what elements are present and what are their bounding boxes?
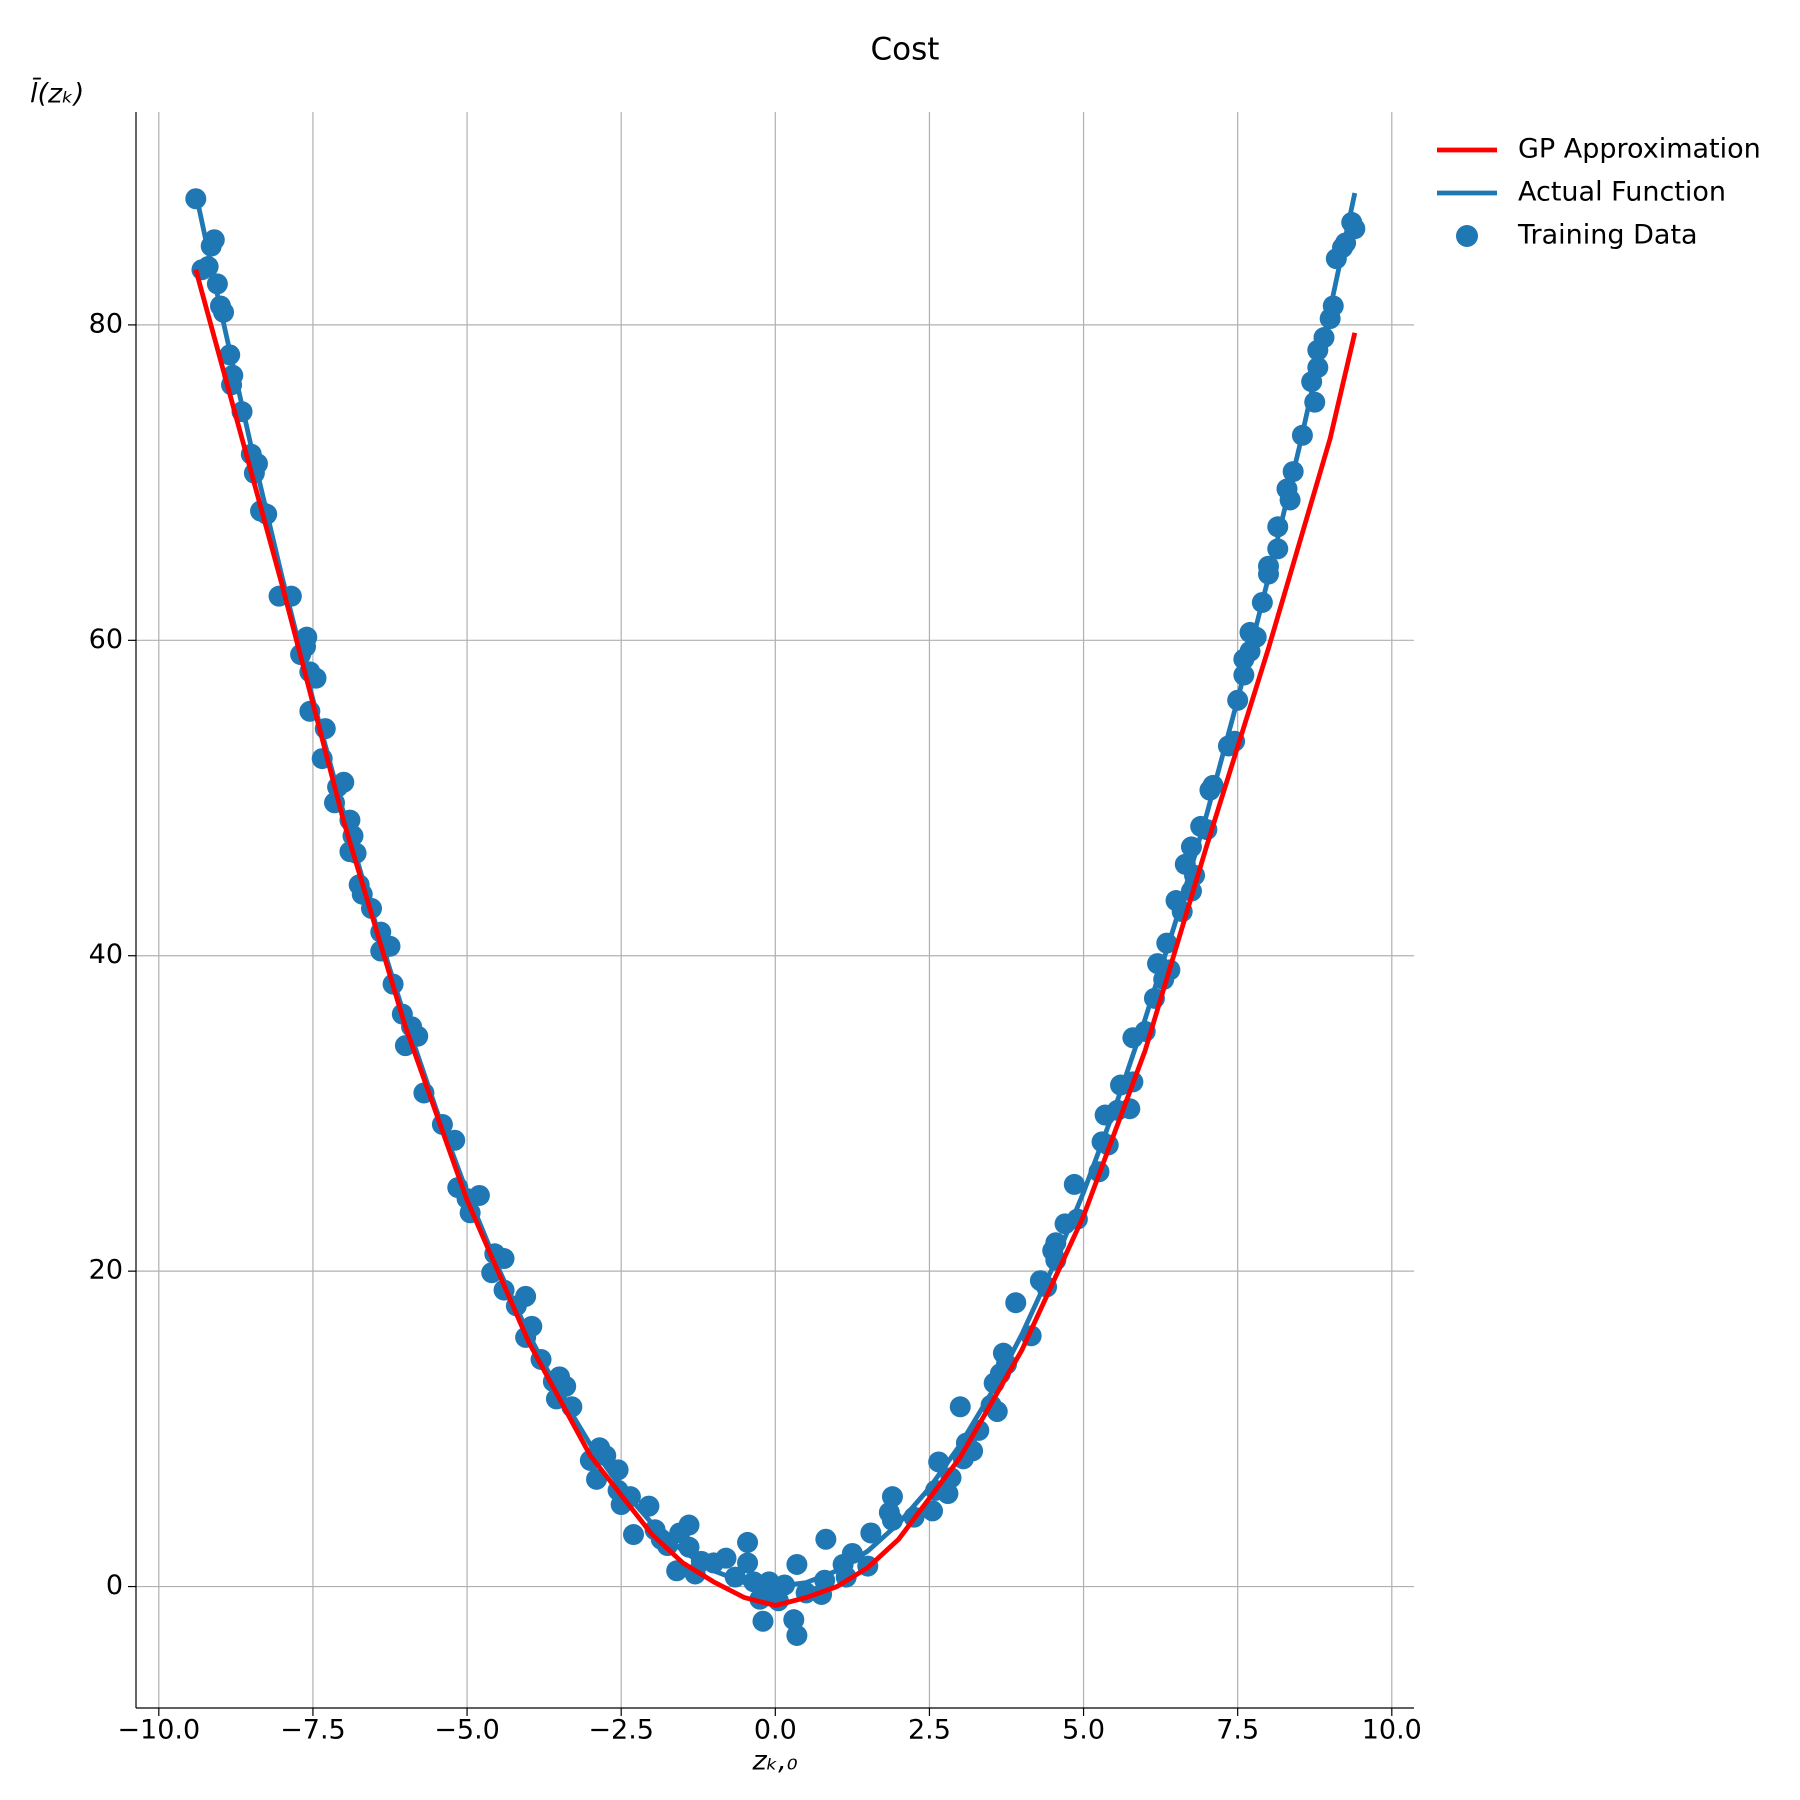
legend-label: Training Data	[1517, 220, 1698, 251]
x-tick-label: −2.5	[588, 1715, 654, 1746]
training-point	[515, 1285, 537, 1307]
training-point	[940, 1467, 962, 1489]
x-axis-label: zₖ,₀	[751, 1746, 797, 1777]
y-axis-label: l̄(zₖ)	[30, 78, 84, 110]
training-point	[737, 1552, 759, 1574]
training-point	[786, 1553, 808, 1575]
y-tick-label: 0	[106, 1570, 123, 1601]
legend-label: GP Approximation	[1518, 134, 1761, 165]
training-point	[737, 1531, 759, 1553]
x-tick-label: 10.0	[1362, 1715, 1422, 1746]
series-line	[193, 269, 1358, 1608]
training-point	[752, 1610, 774, 1632]
training-point	[860, 1522, 882, 1544]
training-point	[949, 1396, 971, 1418]
x-tick-label: 7.5	[1216, 1715, 1259, 1746]
x-tick-label: 2.5	[908, 1715, 951, 1746]
x-tick-label: −5.0	[434, 1715, 500, 1746]
training-point	[468, 1184, 490, 1206]
chart-title: Cost	[871, 32, 940, 68]
training-point	[815, 1528, 837, 1550]
training-point	[623, 1524, 645, 1546]
x-tick-label: −10.0	[117, 1715, 200, 1746]
x-tick-label: −7.5	[280, 1715, 346, 1746]
training-point	[666, 1560, 688, 1582]
x-tick-label: 0.0	[754, 1715, 797, 1746]
x-tick-label: 5.0	[1062, 1715, 1105, 1746]
training-point	[881, 1486, 903, 1508]
training-point	[937, 1483, 959, 1505]
training-point	[922, 1500, 944, 1522]
training-point	[783, 1609, 805, 1631]
y-tick-label: 40	[89, 939, 123, 970]
legend-marker	[1456, 225, 1478, 247]
training-point	[678, 1514, 700, 1536]
y-tick-label: 80	[89, 308, 123, 339]
training-point	[1063, 1173, 1085, 1195]
training-point	[786, 1624, 808, 1646]
training-point	[715, 1547, 737, 1569]
legend-label: Actual Function	[1518, 177, 1726, 208]
y-tick-label: 20	[89, 1255, 123, 1286]
training-point	[1005, 1292, 1027, 1314]
y-tick-label: 60	[89, 624, 123, 655]
